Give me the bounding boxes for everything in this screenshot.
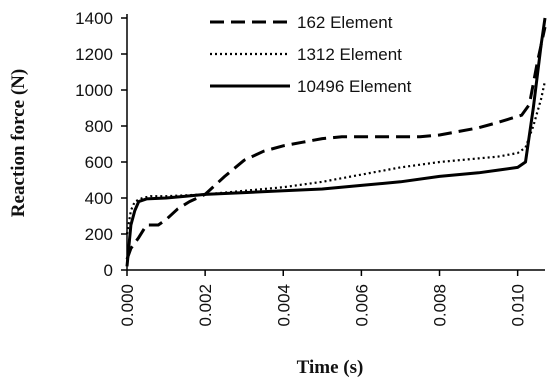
x-tick-label: 0.008 (431, 284, 450, 327)
y-tick-label: 800 (85, 117, 113, 136)
legend: 162 Element 1312 Element 10496 Element (210, 13, 412, 96)
legend-label-1: 162 Element (297, 13, 393, 32)
x-tick-label: 0.010 (509, 284, 528, 327)
x-tick-label: 0.002 (196, 284, 215, 327)
legend-label-2: 1312 Element (297, 45, 402, 64)
x-axis-title: Time (s) (297, 357, 364, 378)
series-line-1 (125, 26, 547, 260)
y-tick-label: 0 (104, 261, 113, 280)
x-tick-label: 0.006 (352, 284, 371, 327)
series-line-3 (125, 17, 547, 267)
y-axis-title: Reaction force (N) (8, 69, 29, 217)
axes (126, 14, 545, 271)
y-ticks: 0 200 400 600 800 1000 1200 1400 (75, 9, 127, 280)
y-tick-label: 1000 (75, 81, 113, 100)
x-tick-label: 0.004 (274, 284, 293, 327)
x-tick-label: 0.000 (118, 284, 137, 327)
plot-lines (125, 17, 547, 267)
y-tick-label: 600 (85, 153, 113, 172)
y-tick-label: 400 (85, 189, 113, 208)
series-line-2 (125, 80, 547, 235)
x-ticks: 0.000 0.002 0.004 0.006 0.008 0.010 (118, 270, 528, 327)
y-tick-label: 1200 (75, 45, 113, 64)
y-tick-label: 1400 (75, 9, 113, 28)
y-tick-label: 200 (85, 225, 113, 244)
legend-label-3: 10496 Element (297, 77, 412, 96)
